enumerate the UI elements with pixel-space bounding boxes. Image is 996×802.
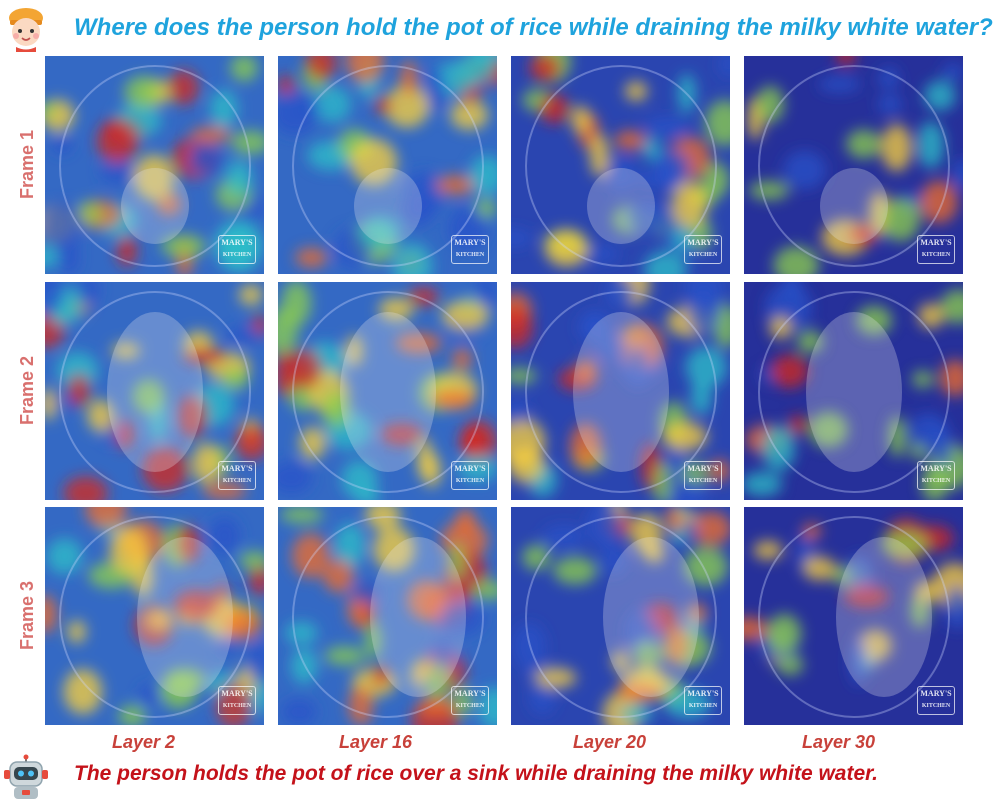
- question-text: Where does the person hold the pot of ri…: [74, 14, 993, 41]
- heatmap-frame-1-layer-3: MARY'S KITCHEN: [511, 56, 730, 274]
- watermark-logo: MARY'S KITCHEN: [917, 686, 955, 715]
- heatmap-frame-3-layer-2: MARY'S KITCHEN: [278, 507, 497, 725]
- watermark-logo: MARY'S KITCHEN: [684, 235, 722, 264]
- watermark-logo: MARY'S KITCHEN: [451, 686, 489, 715]
- robot-avatar-icon: [4, 754, 48, 799]
- watermark-logo: MARY'S KITCHEN: [451, 461, 489, 490]
- watermark-logo: MARY'S KITCHEN: [917, 461, 955, 490]
- watermark-logo: MARY'S KITCHEN: [451, 235, 489, 264]
- column-label-layer-20: Layer 20: [573, 732, 647, 752]
- heatmap-frame-3-layer-3: MARY'S KITCHEN: [511, 507, 730, 725]
- heatmap-frame-2-layer-4: MARY'S KITCHEN: [744, 282, 963, 500]
- answer-text: The person holds the pot of rice over a …: [74, 762, 878, 785]
- heatmap-frame-1-layer-4: MARY'S KITCHEN: [744, 56, 963, 274]
- heatmap-frame-2-layer-1: MARY'S KITCHEN: [45, 282, 264, 500]
- watermark-logo: MARY'S KITCHEN: [917, 235, 955, 264]
- heatmap-frame-3-layer-4: MARY'S KITCHEN: [744, 507, 963, 725]
- column-label-layer-16: Layer 16: [339, 732, 413, 752]
- answer-row: The person holds the pot of rice over a …: [0, 750, 996, 802]
- user-avatar-icon: [9, 8, 43, 52]
- column-label-layer-30: Layer 30: [802, 732, 876, 752]
- heatmap-frame-2-layer-3: MARY'S KITCHEN: [511, 282, 730, 500]
- row-label-frame-3: Frame 3: [17, 580, 38, 650]
- watermark-logo: MARY'S KITCHEN: [218, 461, 256, 490]
- row-label-frame-2: Frame 2: [17, 355, 38, 425]
- heatmap-frame-2-layer-2: MARY'S KITCHEN: [278, 282, 497, 500]
- question-row: Where does the person hold the pot of ri…: [0, 0, 996, 56]
- watermark-logo: MARY'S KITCHEN: [218, 235, 256, 264]
- heatmap-frame-1-layer-1: MARY'S KITCHEN: [45, 56, 264, 274]
- heatmap-frame-3-layer-1: MARY'S KITCHEN: [45, 507, 264, 725]
- watermark-logo: MARY'S KITCHEN: [684, 461, 722, 490]
- watermark-logo: MARY'S KITCHEN: [684, 686, 722, 715]
- row-label-frame-1: Frame 1: [17, 129, 38, 199]
- heatmap-frame-1-layer-2: MARY'S KITCHEN: [278, 56, 497, 274]
- column-label-layer-2: Layer 2: [112, 732, 176, 752]
- watermark-logo: MARY'S KITCHEN: [218, 686, 256, 715]
